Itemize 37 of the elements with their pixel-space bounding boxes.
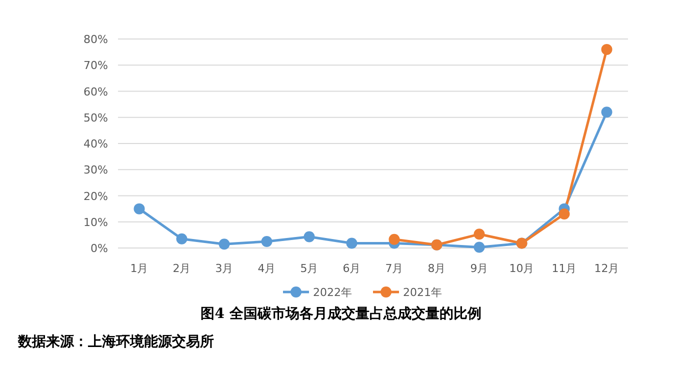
y-tick-label: 60%	[84, 85, 108, 98]
point	[261, 236, 272, 247]
point	[134, 203, 145, 214]
legend-label: 2022年	[313, 286, 352, 299]
source-note: 数据来源：上海环境能源交易所	[17, 333, 214, 350]
y-tick-label: 0%	[90, 242, 108, 255]
text: 图4 全国碳市场各月成交量占总成交量的比例	[200, 305, 482, 322]
y-tick-label: 80%	[84, 33, 108, 46]
x-tick-label: 9月	[470, 262, 488, 275]
point	[176, 233, 188, 244]
point	[346, 238, 358, 249]
y-tick-label: 50%	[84, 111, 108, 124]
x-tick-label: 7月	[385, 262, 404, 275]
x-tick-label: 2月	[172, 262, 191, 275]
point	[474, 242, 485, 253]
x-tick-label: 1月	[130, 262, 148, 275]
x-tick-label: 5月	[300, 262, 318, 275]
x-tick-label: 3月	[215, 262, 234, 275]
x-tick-label: 4月	[258, 262, 276, 275]
y-tick-label: 30%	[84, 164, 108, 177]
point	[558, 208, 570, 220]
x-tick-label: 6月	[342, 262, 361, 275]
y-tick-label: 70%	[84, 59, 108, 72]
x-tick-label: 10月	[509, 262, 534, 275]
y-tick-label: 40%	[84, 138, 108, 150]
x-tick-label: 8月	[428, 262, 446, 275]
legend-label: 2021年	[403, 286, 442, 299]
point	[388, 234, 400, 245]
point	[474, 228, 485, 240]
x-tick-label: 11月	[552, 262, 577, 275]
point	[218, 238, 230, 250]
y-tick-label: 10%	[84, 216, 108, 229]
x-tick-label: 12月	[594, 262, 620, 275]
y-tick-label: 20%	[84, 190, 108, 203]
point	[601, 106, 612, 118]
point	[304, 231, 315, 242]
point	[601, 44, 612, 55]
